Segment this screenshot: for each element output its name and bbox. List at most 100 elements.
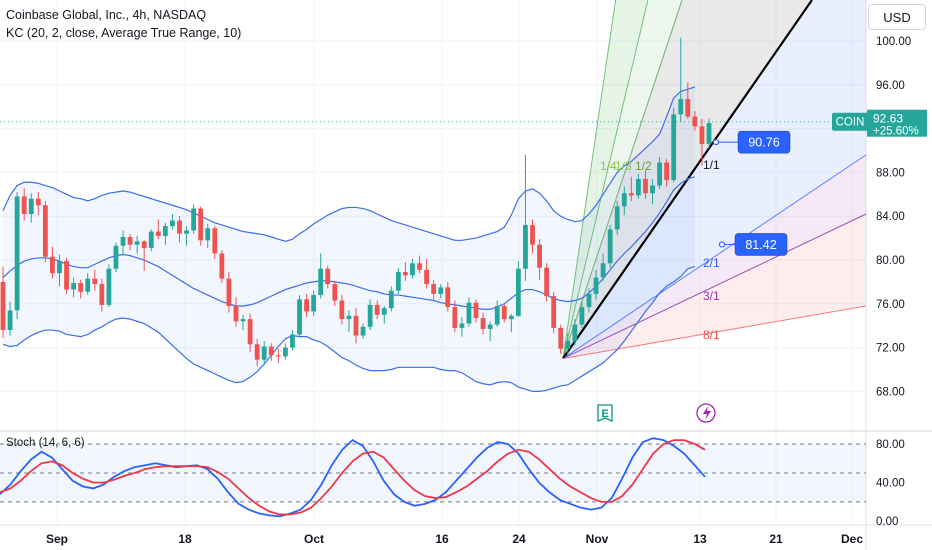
candle-up <box>134 241 140 245</box>
candle-down <box>92 278 98 285</box>
earnings-icon-text: E <box>601 408 608 420</box>
candle-down <box>473 302 479 319</box>
candle-up <box>459 323 465 328</box>
candle-down <box>537 244 542 268</box>
gann-fan-label: 3/1 <box>703 289 720 303</box>
candle-up <box>671 114 677 181</box>
candle-down <box>685 99 691 117</box>
candle-up <box>170 220 175 227</box>
candle-down <box>141 241 147 248</box>
price-tick-label: 80.00 <box>876 255 905 267</box>
candle-down <box>247 319 253 345</box>
date-tick-label: 16 <box>435 532 449 546</box>
candle-down <box>530 224 535 245</box>
candle-down <box>21 196 27 215</box>
indicator-legend[interactable]: KC (20, 2, close, Average True Range, 10… <box>6 26 242 40</box>
keltner-upper-line <box>2 86 696 243</box>
candle-down <box>417 263 422 270</box>
candle-up <box>579 307 585 325</box>
gann-fan-line <box>562 0 649 359</box>
lightning-icon-bolt <box>703 406 711 420</box>
candle-down <box>64 261 69 290</box>
earnings-icon <box>597 404 613 422</box>
candle-down <box>304 299 309 312</box>
date-axis[interactable]: Sep 18 Oct 16 24 Nov 13 21 Dec <box>46 532 863 546</box>
candle-down <box>254 344 260 360</box>
candle-up <box>205 228 211 241</box>
gann-fan-line <box>562 305 867 360</box>
keltner-lower-line <box>2 265 696 392</box>
price-callouts[interactable]: 90.76 81.42 <box>712 130 791 256</box>
candle-up <box>572 324 578 342</box>
stoch-k-line <box>0 437 706 518</box>
price-tick-label: 72.00 <box>876 343 905 355</box>
price-axis[interactable]: 100.0096.0092.0088.0084.0080.0076.0072.0… <box>832 36 927 398</box>
candle-down <box>332 284 338 301</box>
candle-up <box>346 315 352 320</box>
candle-down <box>50 256 55 274</box>
candle-down <box>0 281 6 331</box>
ticker-badge <box>832 112 868 131</box>
candle-down <box>233 305 239 322</box>
candle-down <box>431 284 437 294</box>
date-tick-label: 21 <box>769 532 783 546</box>
candle-up <box>614 206 620 230</box>
price-callout-box <box>734 233 788 256</box>
candle-down <box>78 282 84 292</box>
candle-down <box>452 307 458 328</box>
candle-up <box>636 178 641 196</box>
currency-button[interactable]: USD <box>868 4 926 30</box>
callout-anchor <box>712 139 720 146</box>
candle-up <box>7 310 13 331</box>
candle-up <box>395 272 401 291</box>
date-tick-label: Nov <box>586 532 609 546</box>
candle-down <box>35 198 41 206</box>
candle-down <box>480 318 486 329</box>
candle-up <box>657 162 662 186</box>
candle-up <box>678 99 684 115</box>
candle-down <box>699 126 705 144</box>
gann-fan-label: 1/3 <box>615 159 632 173</box>
candle-down <box>643 178 648 194</box>
candle-up <box>607 229 613 264</box>
price-tick-label: 96.00 <box>876 80 905 92</box>
gann-fan-line <box>562 0 617 359</box>
candle-down <box>212 228 218 254</box>
candle-up <box>515 268 521 316</box>
candle-up <box>593 277 599 294</box>
stoch-pane[interactable]: 80.00 40.00 0.00 <box>0 437 905 528</box>
candle-up <box>184 230 189 234</box>
candle-up <box>85 278 91 292</box>
candle-up <box>600 263 606 278</box>
stoch-legend[interactable]: Stoch (14, 6, 6) <box>6 437 85 449</box>
candle-up <box>290 334 295 348</box>
date-tick-label: 13 <box>693 532 707 546</box>
candle-down <box>155 231 161 236</box>
candle-down <box>692 116 698 127</box>
stoch-tick-label: 80.00 <box>876 439 905 451</box>
stoch-tick-label: 40.00 <box>876 478 905 490</box>
candles <box>0 37 712 367</box>
candle-up <box>113 245 119 269</box>
gann-fan-label: 1/1 <box>703 158 720 172</box>
event-markers[interactable]: E <box>597 403 716 423</box>
candle-up <box>586 293 592 308</box>
candle-up <box>388 290 394 309</box>
candle-up <box>261 346 267 360</box>
candle-down <box>558 327 564 349</box>
gann-fan-zone <box>563 0 866 359</box>
date-tick-label: Sep <box>46 532 68 546</box>
candle-up <box>706 123 712 144</box>
symbol-legend[interactable]: Coinbase Global, Inc., 4h, NASDAQ <box>6 8 207 22</box>
candle-down <box>374 304 380 315</box>
price-callout-box <box>737 130 791 154</box>
price-tick-label: 84.00 <box>876 211 905 223</box>
candle-up <box>438 287 444 294</box>
candle-up <box>318 268 324 296</box>
candle-up <box>367 304 373 327</box>
gann-fan-label: 2/1 <box>703 256 720 270</box>
candle-up <box>14 196 20 311</box>
candle-up <box>466 302 472 324</box>
candle-up <box>240 319 246 322</box>
